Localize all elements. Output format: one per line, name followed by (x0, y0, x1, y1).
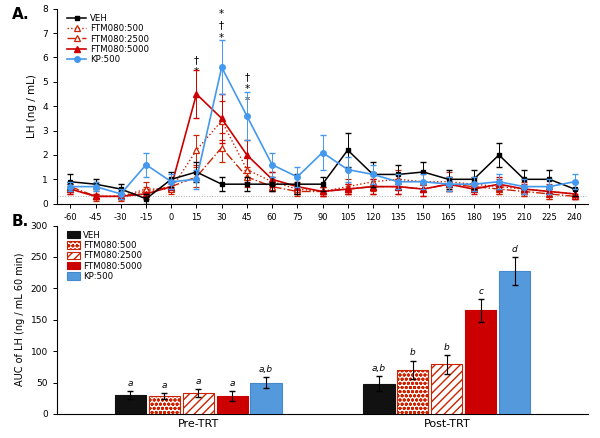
Text: *: * (219, 33, 224, 43)
Text: b: b (444, 343, 449, 352)
Text: a,b: a,b (372, 364, 386, 373)
Text: *: * (244, 96, 250, 106)
Text: d: d (512, 245, 517, 254)
Text: c: c (478, 287, 483, 296)
X-axis label: Time (min): Time (min) (295, 227, 350, 237)
Text: a,b: a,b (259, 365, 273, 374)
Text: a: a (128, 379, 133, 388)
Bar (499, 271, 530, 414)
Text: *: * (194, 67, 199, 77)
Legend: VEH, FTM080:500, FTM080:2500, FTM080:5000, KP:500: VEH, FTM080:500, FTM080:2500, FTM080:500… (67, 230, 143, 282)
Text: a: a (161, 381, 167, 390)
Bar (364, 384, 395, 414)
Text: A.: A. (12, 7, 29, 22)
Text: *: * (244, 84, 250, 94)
Bar (149, 396, 180, 414)
Text: †: † (244, 72, 250, 82)
Bar (465, 310, 496, 414)
Text: b: b (410, 348, 416, 357)
Bar (217, 396, 248, 414)
Text: *: * (219, 8, 224, 18)
Bar (182, 393, 214, 414)
Bar (250, 382, 281, 414)
Legend: VEH, FTM080:500, FTM080:2500, FTM080:5000, KP:500: VEH, FTM080:500, FTM080:2500, FTM080:500… (67, 13, 150, 65)
Text: †: † (219, 21, 224, 31)
Bar (397, 370, 428, 414)
Bar (115, 395, 146, 414)
Bar (431, 364, 463, 414)
Y-axis label: LH (ng / mL): LH (ng / mL) (26, 74, 37, 138)
Text: a: a (196, 377, 201, 386)
Y-axis label: AUC of LH (ng / mL 60 min): AUC of LH (ng / mL 60 min) (15, 253, 25, 386)
Text: a: a (229, 378, 235, 388)
Text: B.: B. (12, 214, 29, 229)
Text: †: † (194, 55, 199, 65)
